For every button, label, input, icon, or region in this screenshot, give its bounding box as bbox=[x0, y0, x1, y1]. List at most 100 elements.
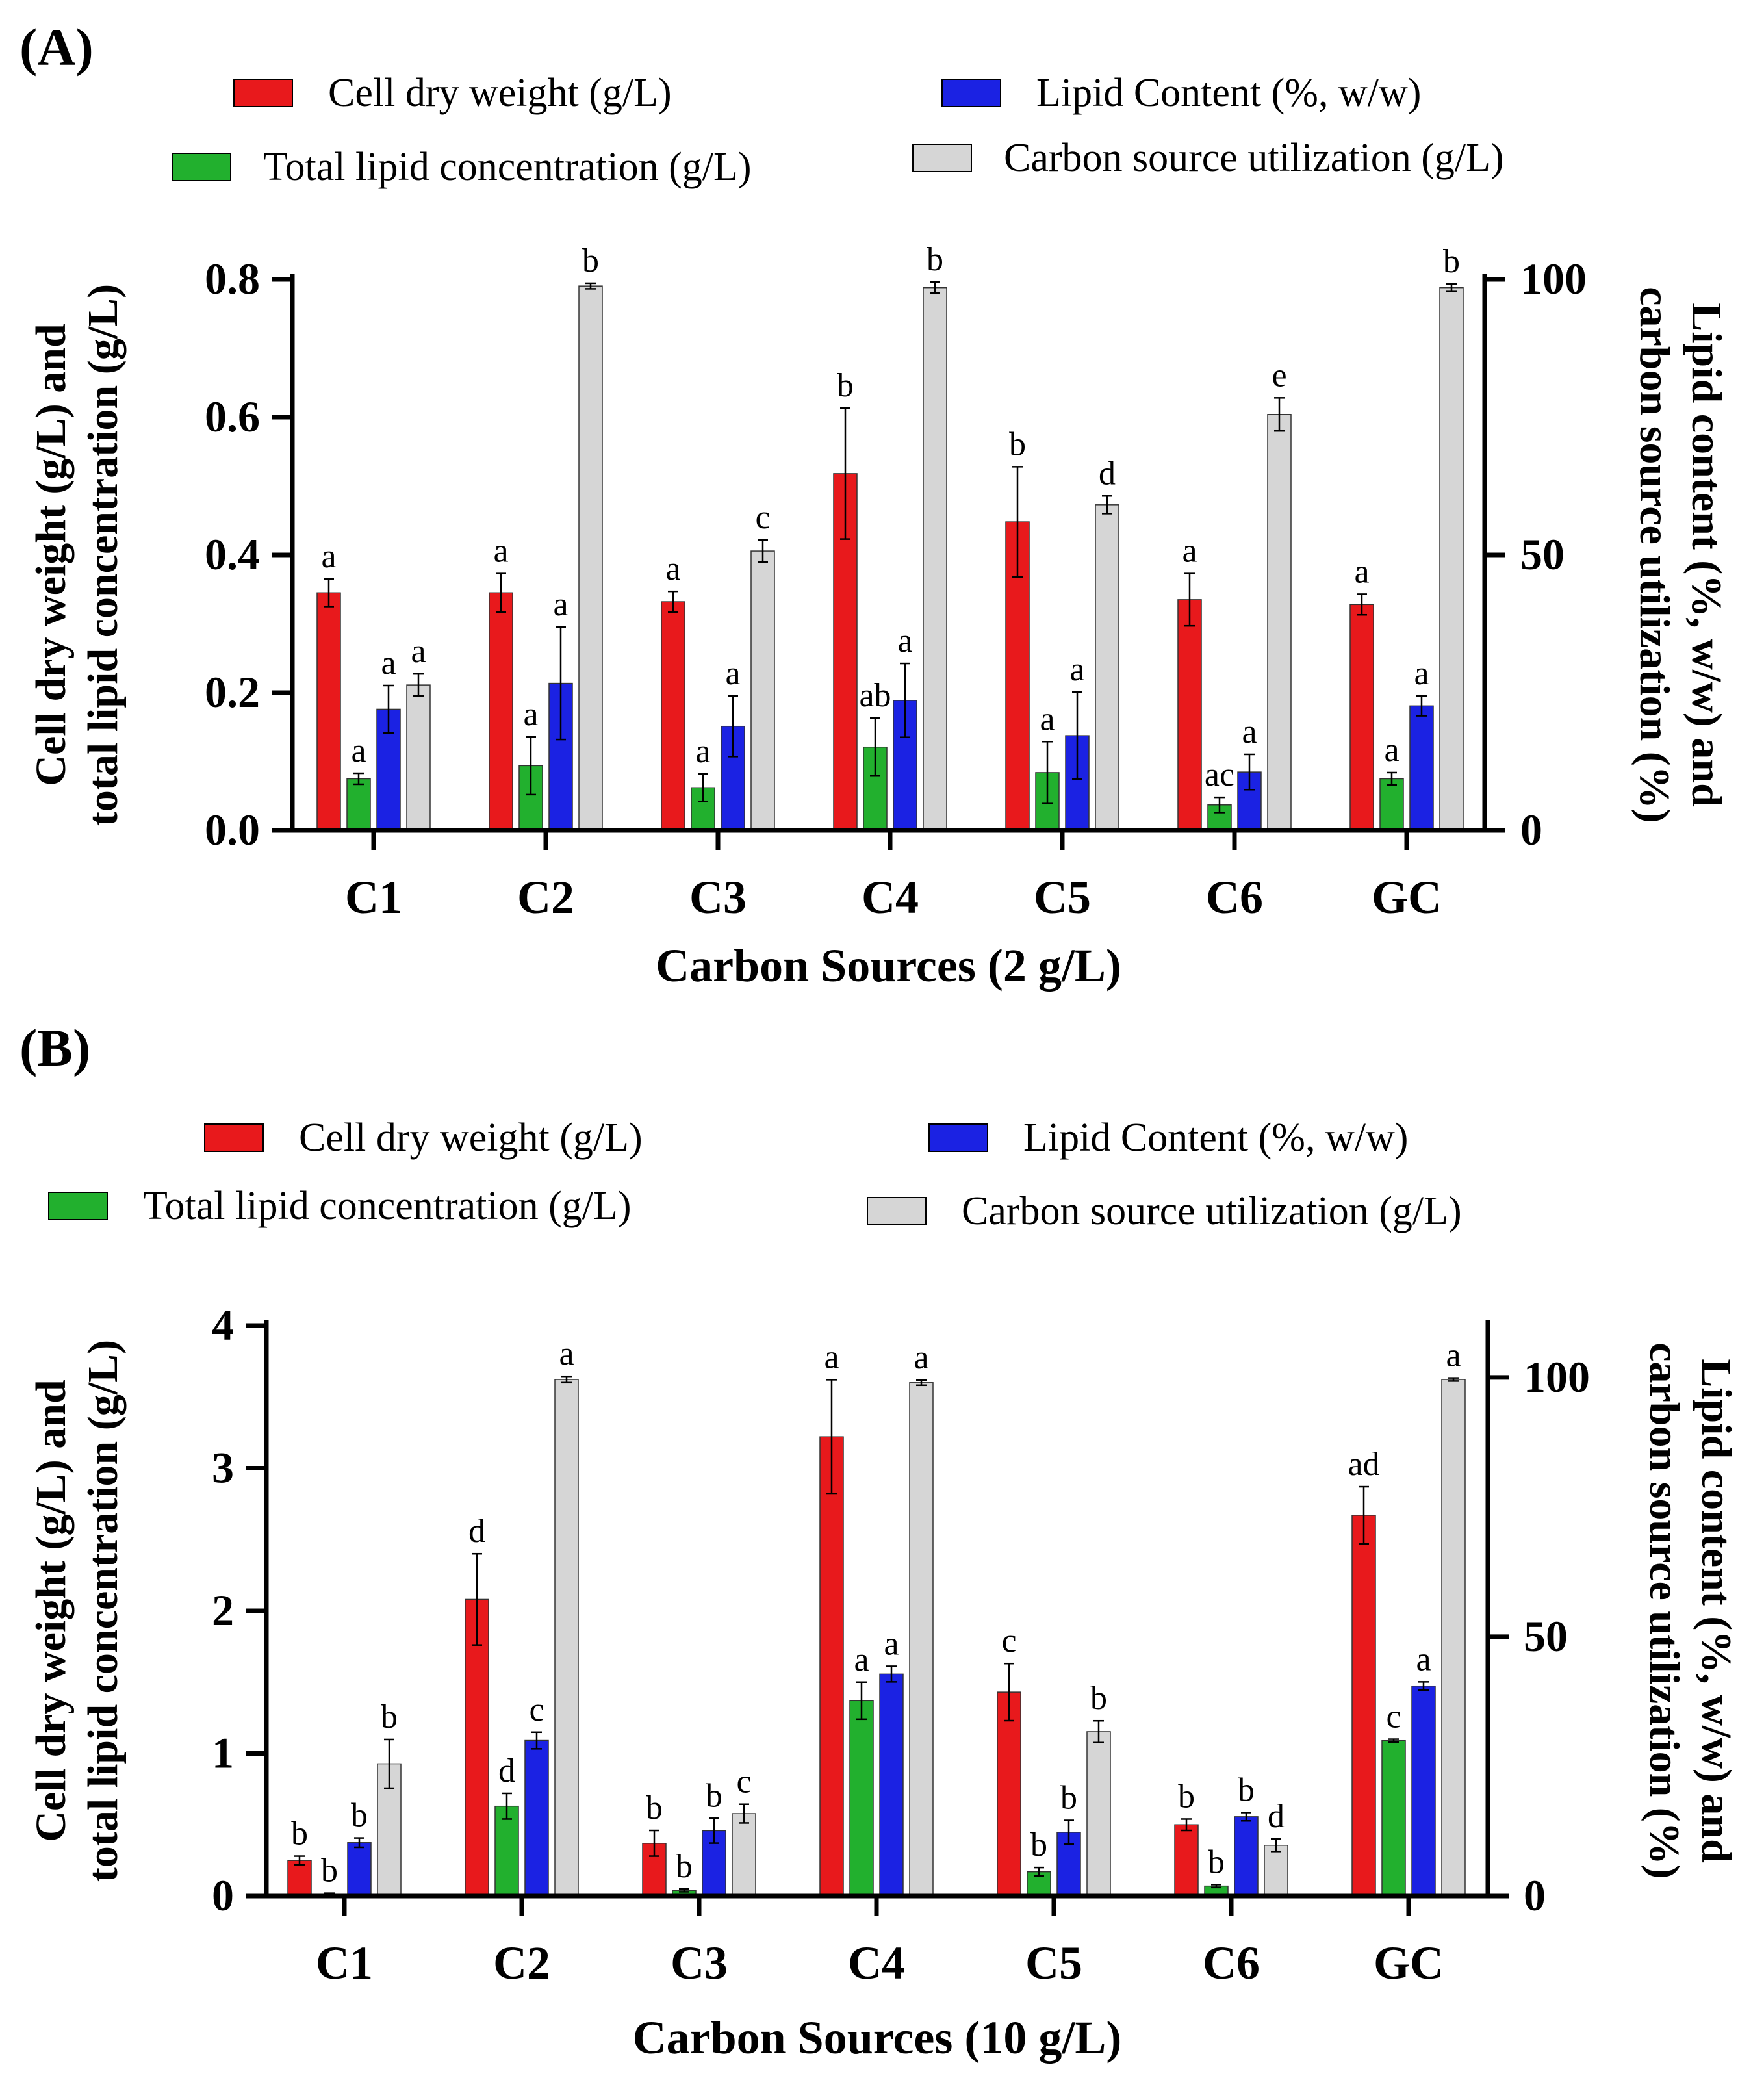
error-bar-carbon-utilization bbox=[930, 281, 940, 294]
y-tick-label-left: 0 bbox=[212, 1871, 234, 1920]
error-bar-cell-dry-weight bbox=[1184, 572, 1195, 627]
bar-lipid-content bbox=[1411, 1685, 1436, 1897]
significance-letter: b bbox=[706, 1777, 722, 1814]
y-tick-label-left: 0.2 bbox=[205, 667, 260, 717]
significance-letter: b bbox=[646, 1789, 663, 1827]
error-bar-total-lipid bbox=[1387, 771, 1397, 786]
significance-letter: a bbox=[695, 733, 710, 770]
legend-swatch-lipid-content bbox=[928, 1123, 988, 1152]
error-bar-lipid-content bbox=[886, 1665, 897, 1683]
error-bar-total-lipid bbox=[526, 736, 536, 796]
y-axis-title-right: Lipid content (%, w/w) and bbox=[1693, 1359, 1740, 1863]
error-bar-lipid-content bbox=[728, 695, 738, 758]
significance-letter: a bbox=[1242, 713, 1257, 750]
bar-cell-dry-weight bbox=[1177, 599, 1202, 831]
error-bar-lipid-content bbox=[1244, 753, 1255, 791]
error-bar-lipid-content bbox=[709, 1817, 719, 1844]
x-tick-label: C4 bbox=[848, 1937, 905, 1989]
error-bar-cell-dry-weight bbox=[496, 572, 506, 613]
significance-letter: a bbox=[854, 1641, 869, 1678]
bar-carbon-utilization bbox=[1086, 1731, 1111, 1897]
axes bbox=[264, 1320, 1490, 1899]
error-bar-lipid-content bbox=[1064, 1819, 1074, 1845]
bar-carbon-utilization bbox=[1267, 414, 1292, 831]
error-bar-cell-dry-weight bbox=[826, 1379, 837, 1495]
significance-letter: a bbox=[665, 550, 680, 587]
legend-swatch-total-lipid bbox=[172, 153, 231, 181]
error-bar-carbon-utilization bbox=[758, 539, 768, 563]
error-bar-carbon-utilization bbox=[561, 1375, 572, 1384]
significance-letter: a bbox=[1446, 1337, 1461, 1374]
significance-letter: a bbox=[725, 655, 740, 692]
bar-cell-dry-weight bbox=[1349, 604, 1374, 831]
bar-total-lipid bbox=[1379, 778, 1404, 831]
error-bar-carbon-utilization bbox=[413, 673, 424, 697]
bar-carbon-utilization bbox=[909, 1382, 934, 1897]
x-tick-label: C3 bbox=[689, 871, 747, 923]
significance-letter: b bbox=[1030, 1827, 1047, 1864]
significance-letter: b bbox=[582, 242, 599, 279]
x-tick-label: C2 bbox=[493, 1937, 550, 1989]
error-bar-carbon-utilization bbox=[384, 1738, 394, 1789]
significance-letter: a bbox=[914, 1339, 928, 1376]
significance-letter: b bbox=[927, 241, 943, 278]
significance-letter: b bbox=[351, 1797, 368, 1834]
error-bar-carbon-utilization bbox=[1446, 283, 1457, 292]
error-bar-total-lipid bbox=[1042, 741, 1053, 804]
significance-letter: b bbox=[291, 1815, 308, 1853]
bar-cell-dry-weight bbox=[489, 592, 513, 831]
significance-letter: a bbox=[559, 1335, 574, 1372]
bar-carbon-utilization bbox=[732, 1813, 756, 1897]
bar-carbon-utilization bbox=[1439, 287, 1464, 831]
y-tick-label-left: 0.6 bbox=[205, 392, 260, 441]
significance-letter: b bbox=[676, 1848, 693, 1885]
error-bar-total-lipid bbox=[502, 1792, 512, 1820]
legend-swatch-cell-dry-weight bbox=[204, 1123, 264, 1152]
significance-letter: a bbox=[1354, 553, 1369, 590]
bar-cell-dry-weight bbox=[997, 1691, 1021, 1897]
error-bar-total-lipid bbox=[1211, 1884, 1221, 1889]
bar-cell-dry-weight bbox=[316, 592, 341, 831]
significance-letter: b bbox=[1443, 243, 1460, 280]
legend-label-lipid-content: Lipid Content (%, w/w) bbox=[1036, 71, 1421, 115]
significance-letter: b bbox=[1208, 1843, 1225, 1880]
error-bar-lipid-content bbox=[1416, 695, 1427, 717]
significance-letter: a bbox=[1416, 1641, 1431, 1678]
significance-letter: a bbox=[897, 622, 912, 660]
bar-total-lipid bbox=[849, 1700, 874, 1897]
significance-letter: c bbox=[1386, 1699, 1401, 1736]
bar-lipid-content bbox=[347, 1842, 372, 1897]
x-tick-label: C1 bbox=[345, 871, 402, 923]
significance-letter: c bbox=[1001, 1623, 1016, 1660]
error-bar-cell-dry-weight bbox=[1012, 466, 1023, 578]
legend-label-total-lipid: Total lipid concentration (g/L) bbox=[143, 1184, 631, 1228]
bar-lipid-content bbox=[879, 1673, 904, 1897]
y-axis-title-right: carbon source utilization (%) bbox=[1641, 1342, 1688, 1879]
error-bar-total-lipid bbox=[679, 1888, 689, 1893]
y-tick-label-right: 0 bbox=[1524, 1871, 1546, 1920]
y-axis-title-left: total lipid concentration (g/L) bbox=[79, 1340, 127, 1882]
bar-cell-dry-weight bbox=[287, 1860, 312, 1897]
legend-swatch-total-lipid bbox=[48, 1192, 108, 1220]
error-bar-cell-dry-weight bbox=[472, 1552, 482, 1646]
x-tick-label: C4 bbox=[862, 871, 919, 923]
significance-letter: a bbox=[824, 1339, 839, 1376]
significance-letter: a bbox=[493, 533, 508, 570]
x-tick-label: GC bbox=[1372, 871, 1442, 923]
significance-letter: c bbox=[736, 1764, 751, 1801]
error-bar-total-lipid bbox=[870, 717, 880, 777]
y-tick-label-right: 0 bbox=[1520, 805, 1542, 854]
bar-carbon-utilization bbox=[923, 287, 947, 831]
significance-letter: a bbox=[1384, 732, 1399, 769]
error-bar-total-lipid bbox=[1034, 1866, 1044, 1877]
significance-letter: e bbox=[1272, 357, 1286, 394]
panel-a: (A) Cell dry weight (g/L) Lipid Content (%… bbox=[19, 18, 1730, 992]
x-axis-title: Carbon Sources (2 g/L) bbox=[656, 940, 1121, 992]
y-tick-label-right: 50 bbox=[1520, 530, 1565, 579]
significance-letter: c bbox=[529, 1691, 544, 1728]
error-bar-carbon-utilization bbox=[1448, 1377, 1459, 1382]
error-bar-total-lipid bbox=[353, 772, 364, 786]
legend-swatch-lipid-content bbox=[941, 79, 1001, 107]
bar-carbon-utilization bbox=[1441, 1379, 1466, 1897]
